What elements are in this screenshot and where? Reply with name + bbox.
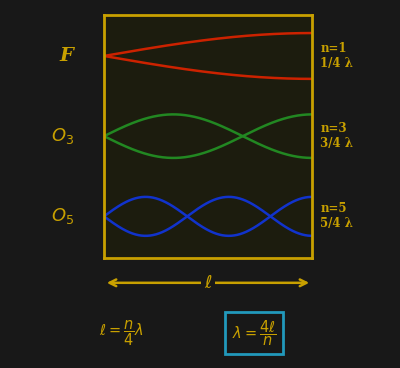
Text: n=5
5/4 λ: n=5 5/4 λ (320, 202, 353, 230)
Text: n=1
1/4 λ: n=1 1/4 λ (320, 42, 353, 70)
Text: $O_5$: $O_5$ (51, 206, 74, 226)
Text: n=3
3/4 λ: n=3 3/4 λ (320, 122, 353, 150)
Text: F: F (60, 47, 74, 65)
Text: $\lambda = \dfrac{4\ell}{n}$: $\lambda = \dfrac{4\ell}{n}$ (232, 318, 276, 348)
Text: $\ell$: $\ell$ (204, 274, 212, 292)
Text: $\ell = \dfrac{n}{4}\lambda$: $\ell = \dfrac{n}{4}\lambda$ (98, 318, 143, 348)
Text: $O_3$: $O_3$ (51, 126, 74, 146)
